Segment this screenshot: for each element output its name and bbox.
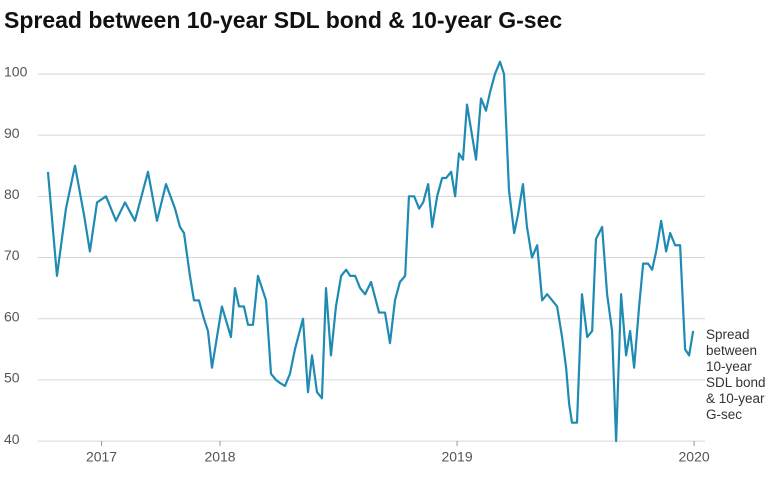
y-tick-label: 40	[4, 431, 20, 447]
y-tick-label: 70	[4, 247, 20, 263]
x-tick-label: 2019	[441, 449, 472, 465]
chart-title: Spread between 10-year SDL bond & 10-yea…	[4, 7, 562, 33]
x-tick-label: 2017	[86, 449, 117, 465]
line	[46, 60, 695, 443]
y-tick-label: 100	[4, 64, 28, 80]
y-tick-label: 80	[4, 186, 20, 202]
x-tick-label: 2020	[679, 449, 710, 465]
y-tick-label: 50	[4, 370, 20, 386]
series-label: Spread between 10-year SDL bond & 10-yea…	[706, 327, 766, 422]
y-tick-label: 60	[4, 308, 20, 324]
x-tick-label: 2018	[204, 449, 235, 465]
y-tick-label: 90	[4, 125, 20, 141]
